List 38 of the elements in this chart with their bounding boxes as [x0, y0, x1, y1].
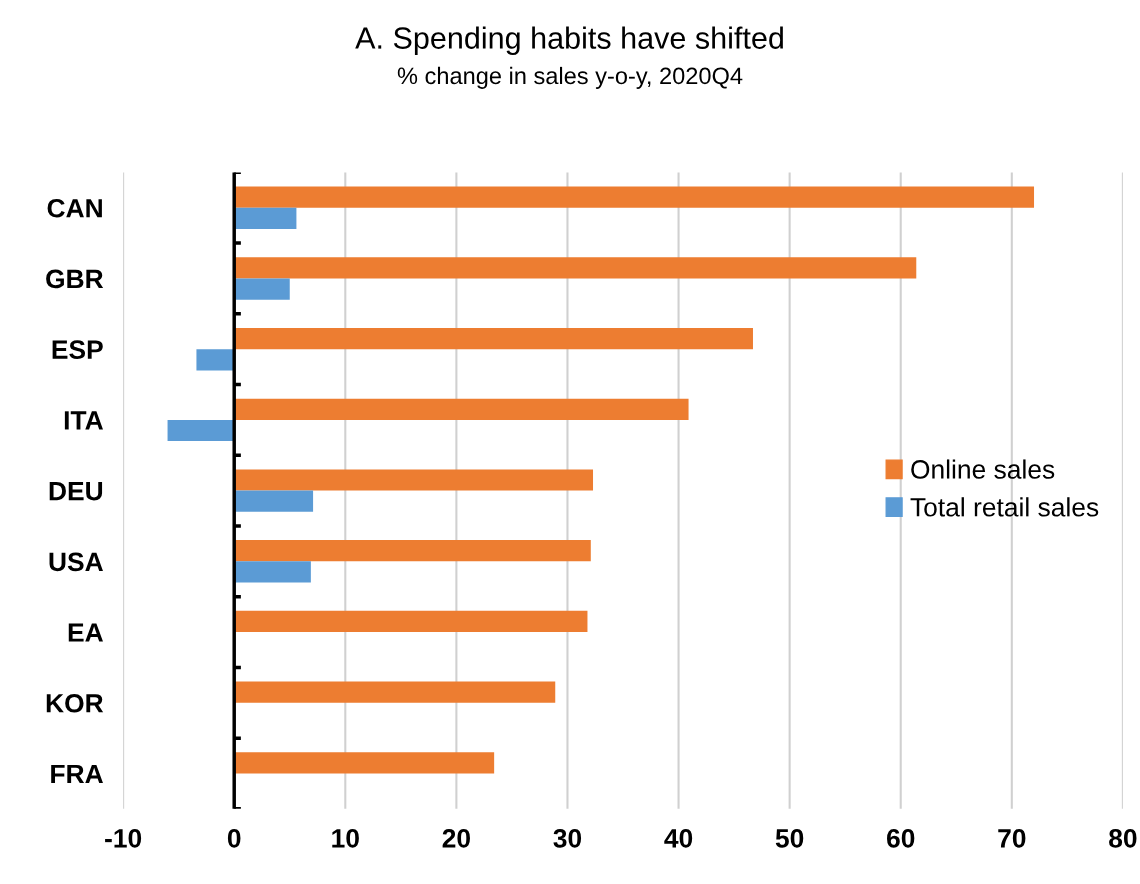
bar — [234, 278, 290, 300]
y-tick-label: EA — [68, 623, 103, 642]
bar — [234, 681, 556, 703]
x-tick-label: 30 — [553, 829, 582, 848]
x-tick-label: 80 — [1109, 829, 1137, 848]
y-tick-label: CAN — [47, 198, 102, 218]
bar — [234, 561, 311, 583]
y-tick-label: USA — [49, 552, 103, 572]
bar — [234, 207, 297, 229]
x-tick-label: 20 — [442, 829, 470, 848]
y-tick-label: ESP — [52, 340, 103, 359]
x-tick-label: 40 — [664, 829, 693, 848]
y-tick-label: FRA — [51, 764, 103, 784]
bar — [234, 186, 1035, 208]
bar — [234, 490, 314, 512]
bar — [234, 327, 753, 350]
x-tick-label: 60 — [887, 829, 915, 848]
bar — [167, 419, 235, 442]
bar — [234, 610, 588, 633]
chart-subtitle: % change in sales y-o-y, 2020Q4 — [397, 66, 743, 89]
x-tick-label: 50 — [775, 829, 804, 848]
chart-title: A. Spending habits have shifted — [355, 26, 783, 55]
bar — [234, 469, 594, 491]
bar — [234, 398, 689, 420]
x-tick-label: 10 — [332, 829, 359, 848]
x-tick-label: -10 — [105, 829, 142, 848]
y-tick-label: DEU — [49, 482, 103, 501]
legend-label: Online sales — [911, 459, 1055, 479]
bar — [234, 540, 591, 562]
y-tick-label: GBR — [46, 269, 104, 289]
x-tick-label: 0 — [227, 829, 241, 848]
bar — [234, 752, 495, 774]
y-tick-label: ITA — [64, 411, 103, 430]
y-tick-label: KOR — [46, 693, 104, 713]
x-tick-label: 70 — [998, 829, 1026, 848]
bar — [234, 257, 917, 279]
legend-label: Total retail sales — [910, 497, 1099, 517]
bar — [196, 349, 235, 371]
